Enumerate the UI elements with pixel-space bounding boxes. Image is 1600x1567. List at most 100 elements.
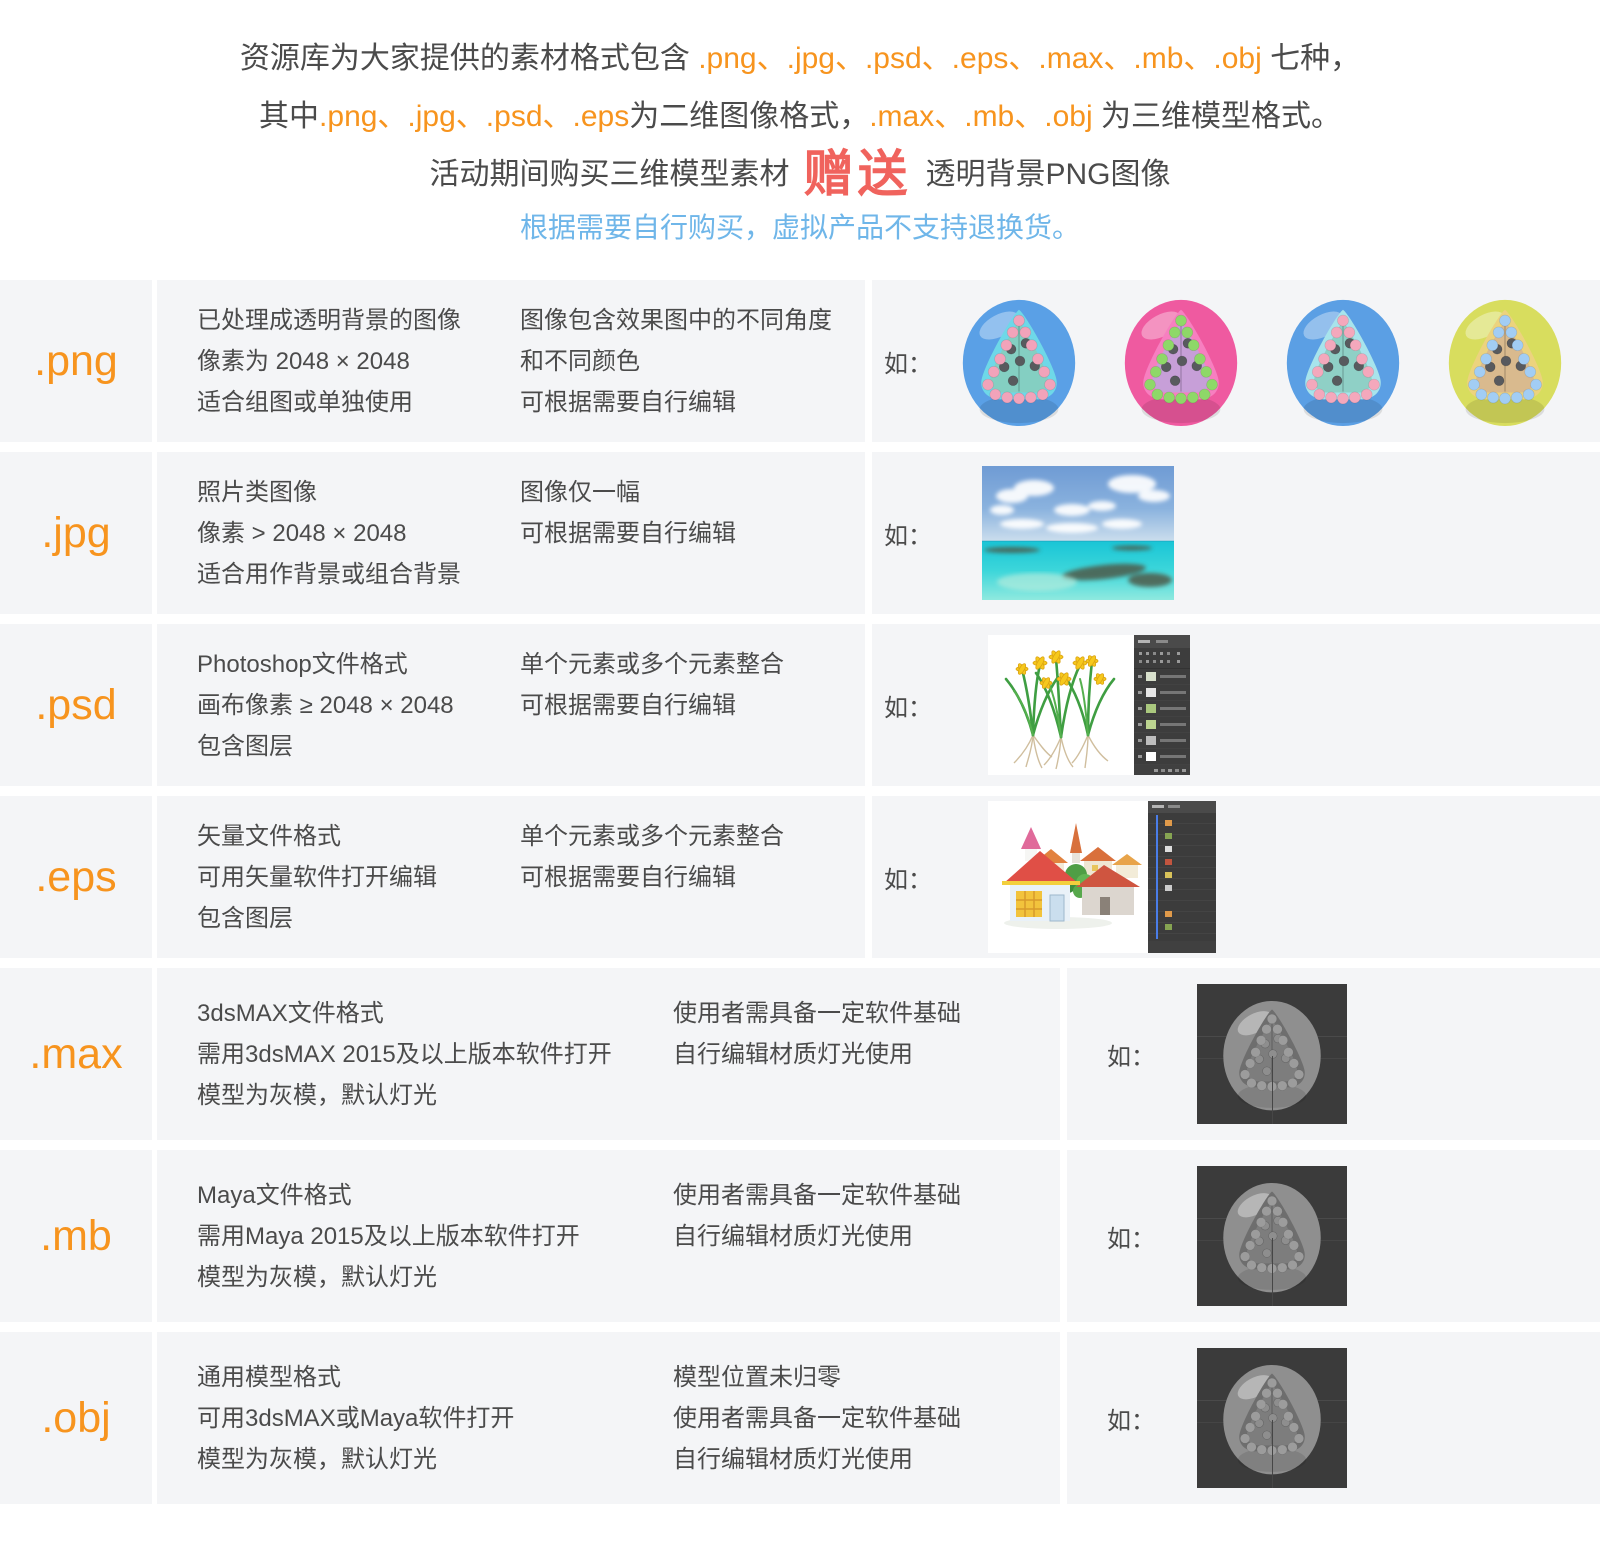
desc-line: 包含图层 (197, 732, 293, 760)
example-label: 如： (1107, 1225, 1155, 1253)
mb-content-cell: Maya文件格式 需用Maya 2015及以上版本软件打开 模型为灰模，默认灯光… (157, 1150, 1060, 1322)
eps-example-cell: 如： (872, 796, 1600, 958)
max-ext-label: .max (29, 1029, 123, 1078)
obj-label-cell: .obj (0, 1332, 152, 1504)
eps-desc: 矢量文件格式 可用矢量软件打开编辑 包含图层 (197, 816, 520, 939)
obj-ext-label: .obj (41, 1393, 111, 1442)
gray-model-ball (1219, 995, 1325, 1113)
intro-line2-formats-2d: .png、.jpg、.psd、.eps (319, 100, 630, 133)
note-line: 和不同颜色 (520, 347, 640, 375)
desc-line: 画布像素 ≥ 2048 × 2048 (197, 691, 454, 719)
mb-notes: 使用者需具备一定软件基础 自行编辑材质灯光使用 (673, 1175, 961, 1257)
panel-footer (1134, 765, 1190, 775)
gift-badge: 赠送 (803, 146, 912, 202)
promo-line: 活动期间购买三维模型素材 赠送 透明背景PNG图像 (0, 134, 1600, 206)
note-line: 使用者需具备一定软件基础 (673, 1181, 961, 1209)
promo-post: 透明背景PNG图像 (925, 158, 1171, 191)
desc-line: 需用Maya 2015及以上版本软件打开 (197, 1222, 580, 1250)
layer-row (1134, 685, 1190, 701)
note-line: 自行编辑材质灯光使用 (673, 1040, 913, 1068)
desc-line: 通用模型格式 (197, 1363, 341, 1391)
format-row-obj: .obj 通用模型格式 可用3dsMAX或Maya软件打开 模型为灰模，默认灯光… (0, 1332, 1600, 1504)
psd-ext-label: .psd (35, 680, 117, 729)
jpg-ext-label: .jpg (41, 508, 111, 557)
obj-content-cell: 通用模型格式 可用3dsMAX或Maya软件打开 模型为灰模，默认灯光 模型位置… (157, 1332, 1060, 1504)
panel-header (1148, 801, 1216, 813)
psd-label-cell: .psd (0, 624, 152, 786)
desc-line: 可用矢量软件打开编辑 (197, 863, 437, 891)
desc-line: 像素为 2048 × 2048 (197, 347, 410, 375)
eps-notes: 单个元素或多个元素整合 可根据需要自行编辑 (520, 816, 784, 898)
example-label: 如： (884, 866, 932, 894)
example-label: 如： (884, 350, 932, 378)
note-line: 可根据需要自行编辑 (520, 519, 736, 547)
intro-line2-pre: 其中 (259, 100, 320, 133)
eps-content-cell: 矢量文件格式 可用矢量软件打开编辑 包含图层 单个元素或多个元素整合 可根据需要… (157, 796, 865, 958)
gray-model-ball (1219, 1359, 1325, 1477)
layer-row (1134, 749, 1190, 765)
psd-canvas-flowers (988, 635, 1134, 775)
desc-line: 模型为灰模，默认灯光 (197, 1445, 437, 1473)
layer-row (1134, 701, 1190, 717)
mb-desc: Maya文件格式 需用Maya 2015及以上版本软件打开 模型为灰模，默认灯光 (197, 1175, 673, 1298)
psd-example-image (988, 635, 1190, 775)
mb-example-gray-model (1197, 1166, 1347, 1306)
intro-line1-formats: .png、.jpg、.psd、.eps、.max、.mb、.obj (698, 42, 1262, 75)
png-notes: 图像包含效果图中的不同角度 和不同颜色 可根据需要自行编辑 (520, 300, 832, 423)
panel-footer (1148, 941, 1216, 953)
illustrator-layers-panel (1148, 801, 1216, 953)
layer-row (1134, 717, 1190, 733)
note-line: 可根据需要自行编辑 (520, 388, 736, 416)
format-row-mb: .mb Maya文件格式 需用Maya 2015及以上版本软件打开 模型为灰模，… (0, 1150, 1600, 1322)
format-row-psd: .psd Photoshop文件格式 画布像素 ≥ 2048 × 2048 包含… (0, 624, 1600, 786)
intro-section: 资源库为大家提供的素材格式包含 .png、.jpg、.psd、.eps、.max… (0, 0, 1600, 246)
format-row-eps: .eps 矢量文件格式 可用矢量软件打开编辑 包含图层 单个元素或多个元素整合 … (0, 796, 1600, 958)
desc-line: 模型为灰模，默认灯光 (197, 1081, 437, 1109)
jpg-example-cell: 如： (872, 452, 1600, 614)
jpg-label-cell: .jpg (0, 452, 152, 614)
max-label-cell: .max (0, 968, 152, 1140)
jpg-example-beach-photo (982, 466, 1174, 600)
note-line: 可根据需要自行编辑 (520, 691, 736, 719)
example-label: 如： (884, 694, 932, 722)
layer-row (1134, 669, 1190, 685)
intro-line-1: 资源库为大家提供的素材格式包含 .png、.jpg、.psd、.eps、.max… (0, 42, 1600, 76)
desc-line: 矢量文件格式 (197, 822, 341, 850)
note-line: 单个元素或多个元素整合 (520, 822, 784, 850)
obj-example-cell: 如： (1067, 1332, 1600, 1504)
note-line: 图像仅一幅 (520, 478, 640, 506)
gray-model-ball (1219, 1177, 1325, 1295)
desc-line: 适合组图或单独使用 (197, 388, 413, 416)
max-notes: 使用者需具备一定软件基础 自行编辑材质灯光使用 (673, 993, 961, 1075)
note-line: 自行编辑材质灯光使用 (673, 1445, 913, 1473)
intro-line1-pre: 资源库为大家提供的素材格式包含 (239, 42, 699, 75)
note-line: 单个元素或多个元素整合 (520, 650, 784, 678)
note-line: 模型位置未归零 (673, 1363, 841, 1391)
example-label: 如： (1107, 1043, 1155, 1071)
example-label: 如： (1107, 1407, 1155, 1435)
jpg-desc: 照片类图像 像素 > 2048 × 2048 适合用作背景或组合背景 (197, 472, 520, 595)
psd-desc: Photoshop文件格式 画布像素 ≥ 2048 × 2048 包含图层 (197, 644, 520, 767)
desc-line: 模型为灰模，默认灯光 (197, 1263, 437, 1291)
panel-header (1134, 635, 1190, 648)
intro-line2-post: 为三维模型格式。 (1092, 100, 1341, 133)
mb-ext-label: .mb (40, 1211, 112, 1260)
promo-pre: 活动期间购买三维模型素材 (429, 158, 790, 191)
product-ball-pink (1118, 293, 1244, 429)
png-content-cell: 已处理成透明背景的图像 像素为 2048 × 2048 适合组图或单独使用 图像… (157, 280, 865, 442)
psd-example-cell: 如： (872, 624, 1600, 786)
example-label: 如： (884, 522, 932, 550)
jpg-notes: 图像仅一幅 可根据需要自行编辑 (520, 472, 736, 554)
mb-example-cell: 如： (1067, 1150, 1600, 1322)
intro-line2-mid: 为二维图像格式， (629, 100, 870, 133)
desc-line: 3dsMAX文件格式 (197, 999, 384, 1027)
png-example-images (956, 293, 1568, 429)
desc-line: 适合用作背景或组合背景 (197, 560, 461, 588)
desc-line: Photoshop文件格式 (197, 650, 408, 678)
note-line: 图像包含效果图中的不同角度 (520, 306, 832, 334)
psd-content-cell: Photoshop文件格式 画布像素 ≥ 2048 × 2048 包含图层 单个… (157, 624, 865, 786)
product-ball-blue-2 (1280, 293, 1406, 429)
desc-line: 照片类图像 (197, 478, 317, 506)
png-label-cell: .png (0, 280, 152, 442)
purchase-notice: 根据需要自行购买，虚拟产品不支持退换货。 (519, 212, 1080, 243)
